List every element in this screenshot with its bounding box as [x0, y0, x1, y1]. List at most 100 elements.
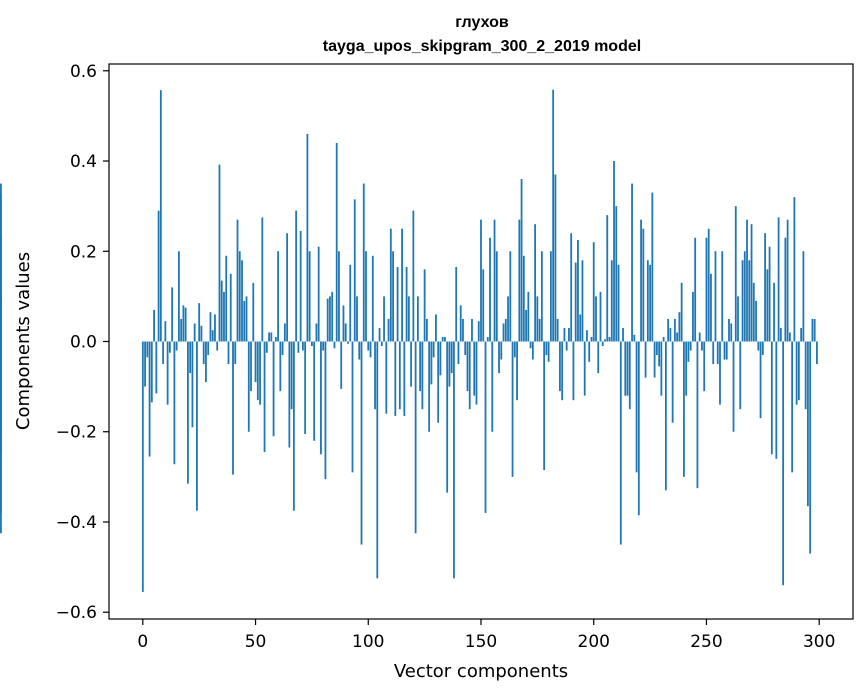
bar-8: [159, 90, 162, 342]
bar-162: [507, 296, 509, 342]
y-axis-ticks: −0.6 −0.4 −0.2 0.0 0.2 0.4 0.6: [56, 62, 109, 623]
bar-215: [626, 341, 629, 396]
bar-128: [430, 341, 433, 385]
bar-288: [791, 341, 794, 473]
bar-221: [640, 219, 642, 342]
bar-24: [196, 341, 198, 511]
bar-176: [538, 318, 541, 342]
bar-134: [444, 336, 446, 342]
bar-84: [331, 291, 334, 342]
bar-55: [265, 341, 268, 353]
bar-216: [628, 341, 631, 410]
bar-231: [662, 336, 665, 342]
bar-112: [394, 341, 397, 416]
bar-273: [757, 341, 760, 351]
bar-189: [568, 327, 570, 342]
bar-180: [547, 341, 550, 362]
bar-82: [326, 298, 329, 342]
bar-10: [164, 321, 167, 342]
bar-59: [274, 336, 277, 342]
bar-274: [759, 341, 762, 419]
bar-168: [520, 179, 523, 342]
bar-165: [513, 341, 516, 358]
bar-105: [378, 327, 381, 342]
bar-225: [649, 264, 651, 342]
bar-186: [561, 341, 564, 401]
bar-249: [703, 341, 706, 392]
bar-71: [301, 341, 304, 351]
bar-244: [692, 291, 694, 342]
bar-240: [683, 341, 685, 477]
bar-100: [367, 341, 370, 351]
bar-43: [238, 251, 241, 342]
bar-285: [784, 237, 787, 342]
bar-282: [777, 217, 780, 342]
bar-259: [725, 341, 728, 360]
bar-44: [241, 260, 243, 342]
bar-13: [171, 287, 174, 342]
bar-45: [243, 300, 246, 342]
bar-101: [369, 341, 372, 358]
bar-239: [680, 282, 683, 342]
chart-title: глухов: [455, 14, 509, 31]
bar-115: [401, 228, 403, 342]
y-tick-label: −0.4: [56, 513, 97, 533]
bar-238: [678, 312, 681, 342]
bar-184: [556, 318, 559, 342]
bar-268: [746, 219, 748, 342]
bar-202: [597, 341, 600, 374]
bar-262: [732, 341, 735, 432]
bar-73: [306, 133, 309, 342]
bar-297: [811, 318, 814, 342]
bar-41: [234, 341, 237, 365]
bar-30: [209, 312, 212, 342]
bar-218: [633, 334, 636, 342]
bar-164: [511, 341, 514, 477]
bar-64: [286, 233, 289, 342]
bar-36: [223, 291, 225, 342]
bar-93: [351, 341, 354, 473]
bar-74: [308, 251, 311, 342]
bar-230: [660, 341, 663, 396]
bar-109: [387, 318, 390, 342]
bar-272: [755, 300, 757, 342]
bar-143: [464, 341, 467, 356]
bar-22: [191, 341, 194, 428]
bar-37: [225, 255, 228, 342]
bar-289: [793, 197, 796, 342]
bar-63: [283, 323, 286, 342]
bar-195: [581, 260, 584, 342]
bar-212: [619, 341, 622, 545]
bar-185: [559, 341, 561, 392]
bar-140: [457, 341, 460, 365]
bar-46: [245, 296, 248, 342]
bar-114: [398, 341, 401, 410]
y-axis-label: Components values: [13, 252, 34, 430]
bar-99: [365, 251, 367, 342]
bar-227: [653, 341, 656, 378]
bar-3: [148, 341, 151, 457]
bar-0: [141, 341, 144, 592]
bar-161: [504, 318, 507, 342]
bar-209: [613, 161, 615, 342]
bar-290: [795, 341, 798, 405]
bar-251: [707, 228, 710, 342]
bar-127: [428, 341, 431, 432]
x-tick-label: 0: [137, 632, 148, 652]
bar-5: [153, 309, 155, 342]
bar-116: [403, 341, 406, 416]
bar-145: [468, 341, 471, 410]
bar-163: [509, 251, 512, 342]
bar-49: [252, 282, 255, 342]
bar-236: [673, 318, 676, 342]
bar-193: [577, 239, 579, 342]
bar-117: [405, 267, 408, 342]
bar-242: [687, 341, 690, 362]
bar-280: [773, 282, 775, 342]
bar-245: [694, 237, 697, 342]
bar-23: [193, 323, 196, 342]
bar-125: [423, 269, 426, 342]
bar-159: [500, 341, 503, 360]
bar-258: [723, 341, 726, 360]
